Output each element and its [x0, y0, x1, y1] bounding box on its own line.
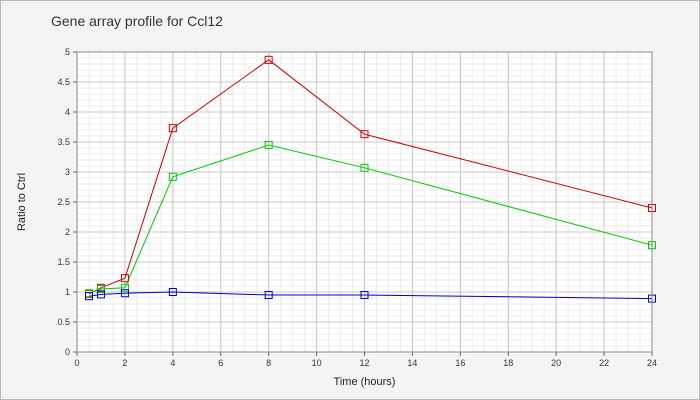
data-point-2-4: [264, 291, 273, 299]
data-point-1-5: [360, 163, 369, 172]
y-tick-label: 0: [65, 347, 70, 357]
x-tick-label: 24: [647, 358, 657, 368]
x-tick-label: 14: [407, 358, 417, 368]
data-point-1-4: [264, 141, 273, 149]
y-tick-label: 2.5: [57, 197, 70, 207]
y-tick-label: 0.5: [57, 317, 70, 327]
axis-ticks: 0 2 4 6 8 10 12 14 16 18 20 22 2400.511.522.533.544.…: [57, 47, 657, 368]
data-point-1-1: [96, 285, 105, 293]
data-point-1-3: [168, 172, 177, 181]
y-tick-label: 5: [65, 47, 70, 57]
data-point-2-0: [84, 292, 93, 301]
x-tick-label: 12: [359, 358, 369, 368]
data-point-0-2: [120, 274, 129, 283]
y-tick-label: 4.5: [57, 77, 70, 87]
x-axis-label: Time (hours): [334, 376, 396, 388]
series-line-2: [88, 291, 653, 300]
y-tick-label: 2: [65, 227, 70, 237]
x-tick-label: 18: [503, 358, 513, 368]
x-tick-label: 0: [74, 358, 79, 368]
data-point-2-2: [120, 289, 129, 298]
y-tick-label: 4: [65, 107, 70, 117]
y-axis-label: Ratio to Ctrl: [16, 173, 28, 231]
y-tick-label: 3.5: [57, 137, 70, 147]
x-tick-label: 20: [551, 358, 561, 368]
x-tick-label: 8: [266, 358, 271, 368]
data-point-2-5: [360, 291, 369, 299]
x-tick-label: 6: [218, 358, 223, 368]
data-point-2-3: [168, 288, 177, 296]
x-tick-label: 4: [170, 358, 175, 368]
data-point-0-5: [360, 130, 369, 139]
chart-title: Gene array profile for Ccl12: [51, 13, 223, 29]
series-line-0: [88, 59, 653, 295]
series-layer: [84, 55, 656, 303]
x-tick-label: 16: [455, 358, 465, 368]
data-point-0-3: [168, 124, 177, 133]
data-point-1-2: [120, 283, 129, 292]
data-point-0-4: [264, 55, 273, 64]
x-tick-label: 22: [599, 358, 609, 368]
y-tick-label: 3: [65, 167, 70, 177]
plot-border: [76, 51, 653, 353]
y-tick-label: 1: [65, 287, 70, 297]
x-tick-label: 2: [122, 358, 127, 368]
data-point-2-1: [96, 290, 105, 299]
y-tick-label: 1.5: [57, 257, 70, 267]
series-line-1: [88, 144, 653, 294]
x-tick-label: 10: [312, 358, 322, 368]
